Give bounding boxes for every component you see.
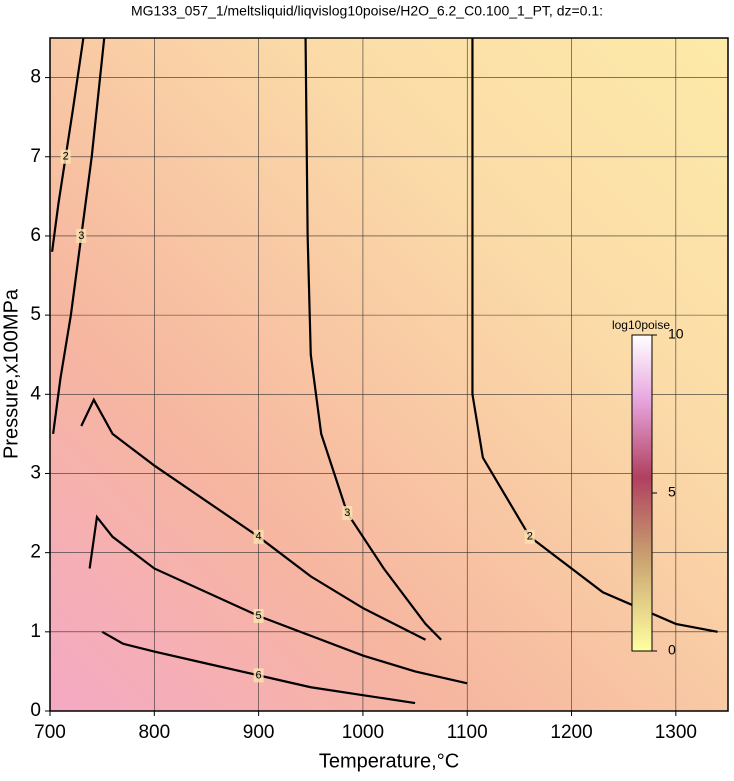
- contour-label: 6: [256, 669, 262, 681]
- contour-label: 3: [344, 507, 350, 519]
- contour-label-bg: [60, 149, 71, 164]
- contour-label: 3: [78, 230, 84, 242]
- contour-label: 4: [256, 531, 262, 543]
- contour-label-bg: [342, 506, 353, 521]
- y-axis-label: Pressure,x100MPa: [0, 288, 22, 459]
- colorbar-tick-label: 0: [668, 642, 676, 658]
- y-tick-label: 7: [30, 146, 41, 167]
- contour-label-bg: [253, 668, 264, 683]
- contour-line: [101, 630, 416, 705]
- colorbar-tick-label: 10: [668, 326, 684, 342]
- contour-label: 5: [256, 610, 262, 622]
- x-tick-label: 1100: [447, 722, 488, 743]
- plot-frame: [49, 37, 729, 712]
- x-tick-label: 1000: [342, 722, 384, 743]
- contour-label-bg: [524, 529, 535, 544]
- x-tick-label: 1300: [655, 722, 697, 743]
- y-tick-label: 6: [30, 225, 41, 246]
- y-tick-label: 8: [30, 67, 41, 88]
- contour-label: 2: [527, 531, 533, 543]
- grid: [49, 38, 728, 712]
- contour-line: [52, 37, 106, 435]
- y-tick-label: 0: [30, 700, 41, 721]
- contour-line: [80, 397, 427, 641]
- x-tick-label: 700: [34, 722, 66, 743]
- x-axis-label: Temperature,°C: [319, 750, 459, 772]
- plot-background: [50, 38, 728, 711]
- contour-label-bg: [253, 529, 264, 544]
- contour-label: 2: [63, 151, 69, 163]
- contour-label-bg: [76, 228, 87, 243]
- x-tick-label: 900: [243, 722, 275, 743]
- y-tick-label: 2: [30, 542, 41, 563]
- colorbar-scale: [631, 334, 653, 652]
- contour-label-bg: [253, 608, 264, 623]
- y-tick-label: 5: [30, 304, 41, 325]
- x-tick-label: 1200: [550, 722, 592, 743]
- chart-title: MG133_057_1/meltsliquid/liqvislog10poise…: [131, 3, 603, 19]
- colorbar-label: log10poise: [612, 318, 670, 332]
- x-tick-label: 800: [138, 722, 170, 743]
- colorbar-tick-label: 5: [668, 484, 676, 500]
- contour-line: [304, 37, 442, 641]
- y-tick-label: 4: [30, 383, 41, 404]
- contours: 3 2 4 5 6 3 2: [50, 37, 718, 705]
- y-tick-label: 3: [30, 462, 41, 483]
- colorbar: log10poise 0 5 10: [612, 318, 684, 658]
- y-tick-label: 1: [30, 621, 41, 642]
